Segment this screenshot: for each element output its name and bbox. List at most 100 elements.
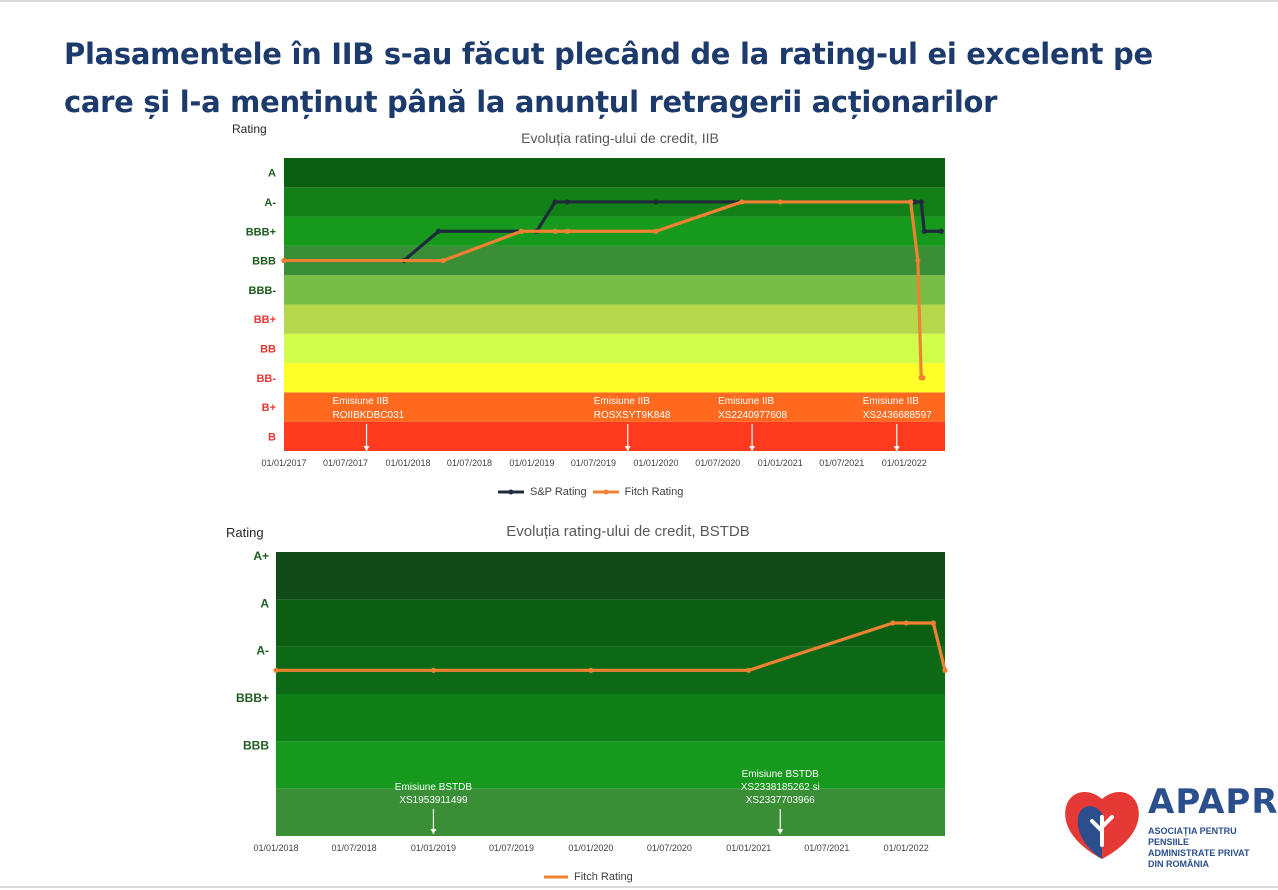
chart1-y-axis-label: Rating [232,122,267,136]
chart1-series-1-point-8 [908,199,914,205]
chart1-x-tick-2: 01/01/2018 [385,458,430,468]
chart2-x-tick-4: 01/01/2020 [568,843,613,853]
top-border [0,0,1278,2]
chart1-series-0-point-6 [653,199,659,205]
chart1-series-0-point-2 [435,228,442,234]
chart1-series-1-point-3 [552,228,558,234]
chart2-x-tick-8: 01/01/2022 [884,843,929,853]
chart2-y-tick-A-: A- [256,644,269,658]
chart2-y-tick-BBB: BBB [243,738,269,752]
chart2-series-0-point-4 [890,620,896,626]
chart1-annotation-2-line-1: XS2240977608 [718,410,787,421]
chart1-series-1-point-5 [653,228,659,234]
chart1-series-0-point-9 [921,228,927,234]
chart1-x-tick-5: 01/07/2019 [571,458,616,468]
chart2-annotation-1-arrow-head [777,829,784,834]
slide-title: Plasamentele în IIB s-au făcut plecând d… [64,30,1214,126]
chart1-x-tick-8: 01/01/2021 [758,458,803,468]
chart2-x-tick-3: 01/07/2019 [489,843,534,853]
chart1-y-tick-B: B [268,431,276,443]
chart1-annotation-2-arrow-head [749,446,756,451]
chart2-band-A [276,599,945,647]
chart1-x-tick-1: 01/07/2017 [323,458,368,468]
chart1-series-0-point-5 [564,199,570,205]
chart1-series-0-point-7 [912,199,918,205]
legend2-fitch-label: Fitch Rating [574,871,633,883]
chart2-band-BBB [276,741,945,789]
legend-fitch-label: Fitch Rating [624,486,684,498]
chart2-band-BBB- [276,788,945,836]
chart1-band-B+ [284,392,945,422]
chart1-series-1-point-6 [739,199,745,205]
logo-subtitle: ASOCIAȚIA PENTRU PENSIILE ADMINISTRATE P… [1148,826,1268,870]
chart1-x-tick-4: 01/01/2019 [509,458,554,468]
chart1-series-0-point-8 [918,199,924,205]
chart1-band-BB+ [284,304,945,334]
logo-subtitle-line-1: ASOCIAȚIA PENTRU PENSIILE [1148,826,1237,847]
chart1-band-BBB- [284,275,945,305]
chart1-series-0-point-4 [552,199,558,205]
chart2-annotation-0-line-1: XS1953911499 [399,795,468,806]
chart2-annotation-1-line-0: Emisiune BSTDB [742,769,820,780]
chart1-x-tick-7: 01/07/2020 [695,458,740,468]
chart2-series-0-point-2 [588,667,594,673]
apapr-logo-icon [1065,792,1139,859]
chart2-legend: Fitch Rating [544,871,633,883]
chart2-x-tick-1: 01/07/2018 [332,843,377,853]
chart2-series-0-point-5 [903,620,909,626]
chart1-series-1-point-11 [920,375,926,381]
chart2-series-0-point-1 [430,667,437,673]
chart1-annotation-3-arrow-head [893,446,900,451]
chart1-x-tick-9: 01/07/2021 [819,458,864,468]
chart2-band-BBB+ [276,694,945,742]
chart1-x-tick-3: 01/07/2018 [447,458,492,468]
chart1-x-tick-10: 01/01/2022 [882,458,927,468]
chart1-series-1-line [284,200,923,380]
chart1-y-tick-BBB+: BBB+ [246,226,276,238]
chart1-x-tick-0: 01/01/2017 [261,458,306,468]
legend2-fitch-swatch [544,873,568,881]
chart2-series-0-point-7 [942,667,948,673]
chart1-y-tick-B+: B+ [262,402,276,414]
chart1-annotation-0-arrow-head [363,446,370,451]
chart2-band-A+ [276,552,945,600]
slide-title-line-2: care și l-a menținut până la anunțul ret… [64,85,998,119]
chart2-annotation-1-line-1: XS2338185262 si [741,782,820,793]
chart1-annotation-1-line-0: Emisiune IIB [594,396,650,407]
chart2-title: Evoluția rating-ului de credit, BSTDB [506,523,750,540]
chart1-y-tick-A-: A- [264,197,276,209]
chart1-legend: S&P Rating Fitch Rating [498,486,683,498]
chart1-y-tick-BB+: BB+ [254,314,276,326]
logo-name: APAPR [1148,782,1278,822]
chart2-x-tick-7: 01/07/2021 [804,843,849,853]
chart2-annotation-1-line-2: XS2337703966 [746,795,815,806]
chart1-series-0-point-10 [938,228,944,234]
chart1-band-B [284,421,945,451]
chart1-annotation-1-line-1: ROSXSYT9K848 [594,410,671,421]
chart1-band-BB [284,333,945,364]
chart2-x-tick-5: 01/07/2020 [647,843,692,853]
chart1-title: Evoluția rating-ului de credit, IIB [521,130,719,146]
chart1-series-1-point-9 [915,257,921,264]
chart1-annotation-3-line-1: XS2436688597 [863,410,932,421]
chart1-series-1-point-4 [564,228,570,234]
chart1-annotation-3-line-0: Emisiune IIB [863,396,919,407]
logo-subtitle-line-3: DIN ROMÂNIA [1148,859,1209,869]
chart2-series-0-point-0 [273,667,279,673]
chart1-annotation-0-line-1: ROIIBKDBC031 [333,410,405,421]
chart2-x-tick-6: 01/01/2021 [726,843,771,853]
chart2-series-0-line [276,621,947,672]
chart1-series-1-point-2 [518,228,525,234]
slide-title-line-1: Plasamentele în IIB s-au făcut plecând d… [64,37,1153,71]
chart1-annotation-1-arrow-head [624,446,631,451]
chart1-y-tick-BBB-: BBB- [249,285,277,297]
legend-fitch-swatch [592,488,619,496]
legend-sp-swatch [498,488,524,496]
chart1-series-1-point-1 [440,257,446,264]
chart2-x-tick-2: 01/01/2019 [411,843,456,853]
chart2-annotation-0-arrow-head [430,829,437,834]
logo-subtitle-line-2: ADMINISTRATE PRIVAT [1148,848,1250,858]
bottom-border [0,886,1278,888]
chart2-y-axis-label: Rating [226,525,264,540]
